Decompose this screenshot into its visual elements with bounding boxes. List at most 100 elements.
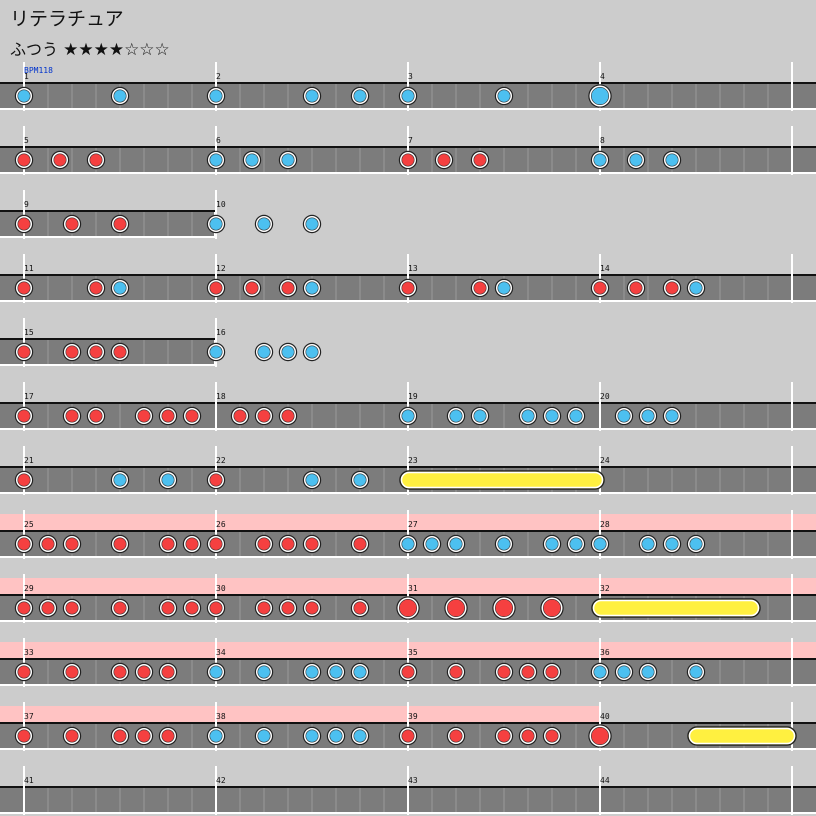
- note-face: [494, 598, 513, 617]
- ka-note: [206, 662, 226, 682]
- note-face: [209, 537, 223, 551]
- ka-note: [638, 662, 658, 682]
- note-face: [65, 409, 79, 423]
- note-face: [401, 537, 415, 551]
- big-don-note: [540, 596, 564, 620]
- ka-note: [662, 150, 682, 170]
- note-face: [593, 537, 607, 551]
- don-note: [50, 150, 70, 170]
- note-face: [137, 409, 151, 423]
- note-face: [617, 665, 631, 679]
- measure-number: 16: [216, 328, 226, 337]
- note-face: [65, 345, 79, 359]
- note-face: [305, 345, 319, 359]
- note-face: [401, 665, 415, 679]
- don-note: [14, 278, 34, 298]
- measure-number: 19: [408, 392, 418, 401]
- note-face: [401, 729, 415, 743]
- note-face: [665, 537, 679, 551]
- note-face: [617, 409, 631, 423]
- note-face: [113, 601, 127, 615]
- note-face: [305, 281, 319, 295]
- measure-number: 17: [24, 392, 34, 401]
- don-note: [434, 150, 454, 170]
- don-note: [182, 598, 202, 618]
- don-note: [134, 726, 154, 746]
- ka-note: [446, 534, 466, 554]
- don-note: [86, 278, 106, 298]
- don-note: [182, 534, 202, 554]
- measure-number: 26: [216, 520, 226, 529]
- measure-number: 1: [24, 72, 29, 81]
- note-face: [521, 729, 535, 743]
- don-note: [470, 278, 490, 298]
- don-note: [14, 406, 34, 426]
- measure-number: 7: [408, 136, 413, 145]
- ka-note: [158, 470, 178, 490]
- ka-note: [398, 86, 418, 106]
- note-face: [137, 729, 151, 743]
- don-note: [110, 534, 130, 554]
- note-face: [569, 537, 583, 551]
- don-note: [662, 278, 682, 298]
- drumroll-note: [687, 726, 797, 746]
- ka-note: [470, 406, 490, 426]
- ka-note: [566, 406, 586, 426]
- ka-note: [206, 214, 226, 234]
- note-face: [305, 473, 319, 487]
- note-face: [281, 601, 295, 615]
- note-face: [305, 601, 319, 615]
- song-title: リテラチュア: [10, 8, 124, 30]
- don-note: [110, 662, 130, 682]
- ka-note: [590, 534, 610, 554]
- measure-number: 15: [24, 328, 34, 337]
- note-face: [593, 153, 607, 167]
- ka-note: [254, 342, 274, 362]
- note-face: [641, 537, 655, 551]
- measure-number: 6: [216, 136, 221, 145]
- note-face: [353, 729, 367, 743]
- don-note: [110, 726, 130, 746]
- note-face: [305, 89, 319, 103]
- note-face: [497, 281, 511, 295]
- note-face: [401, 153, 415, 167]
- don-note: [398, 278, 418, 298]
- don-note: [398, 150, 418, 170]
- note-face: [449, 537, 463, 551]
- note-face: [449, 409, 463, 423]
- note-face: [17, 665, 31, 679]
- measure-number: 29: [24, 584, 34, 593]
- note-face: [89, 345, 103, 359]
- ka-note: [686, 662, 706, 682]
- big-ka-note: [588, 84, 612, 108]
- ka-note: [302, 470, 322, 490]
- note-face: [257, 345, 271, 359]
- note-face: [65, 665, 79, 679]
- note-face: [353, 89, 367, 103]
- note-face: [641, 665, 655, 679]
- lane: [0, 340, 216, 364]
- ka-note: [254, 214, 274, 234]
- ka-note: [302, 726, 322, 746]
- measure-number: 38: [216, 712, 226, 721]
- don-note: [62, 342, 82, 362]
- ka-note: [350, 662, 370, 682]
- measure-number: 25: [24, 520, 34, 529]
- measure-number: 31: [408, 584, 418, 593]
- measure-number: 30: [216, 584, 226, 593]
- note-face: [17, 281, 31, 295]
- big-don-note: [492, 596, 516, 620]
- note-face: [449, 665, 463, 679]
- measure-number: 41: [24, 776, 34, 785]
- don-note: [542, 726, 562, 746]
- measure-number: 10: [216, 200, 226, 209]
- note-face: [641, 409, 655, 423]
- note-face: [257, 665, 271, 679]
- don-note: [14, 150, 34, 170]
- note-face: [65, 729, 79, 743]
- difficulty-label: ふつう: [10, 40, 59, 59]
- don-note: [62, 534, 82, 554]
- note-face: [245, 281, 259, 295]
- ka-note: [206, 150, 226, 170]
- ka-note: [662, 406, 682, 426]
